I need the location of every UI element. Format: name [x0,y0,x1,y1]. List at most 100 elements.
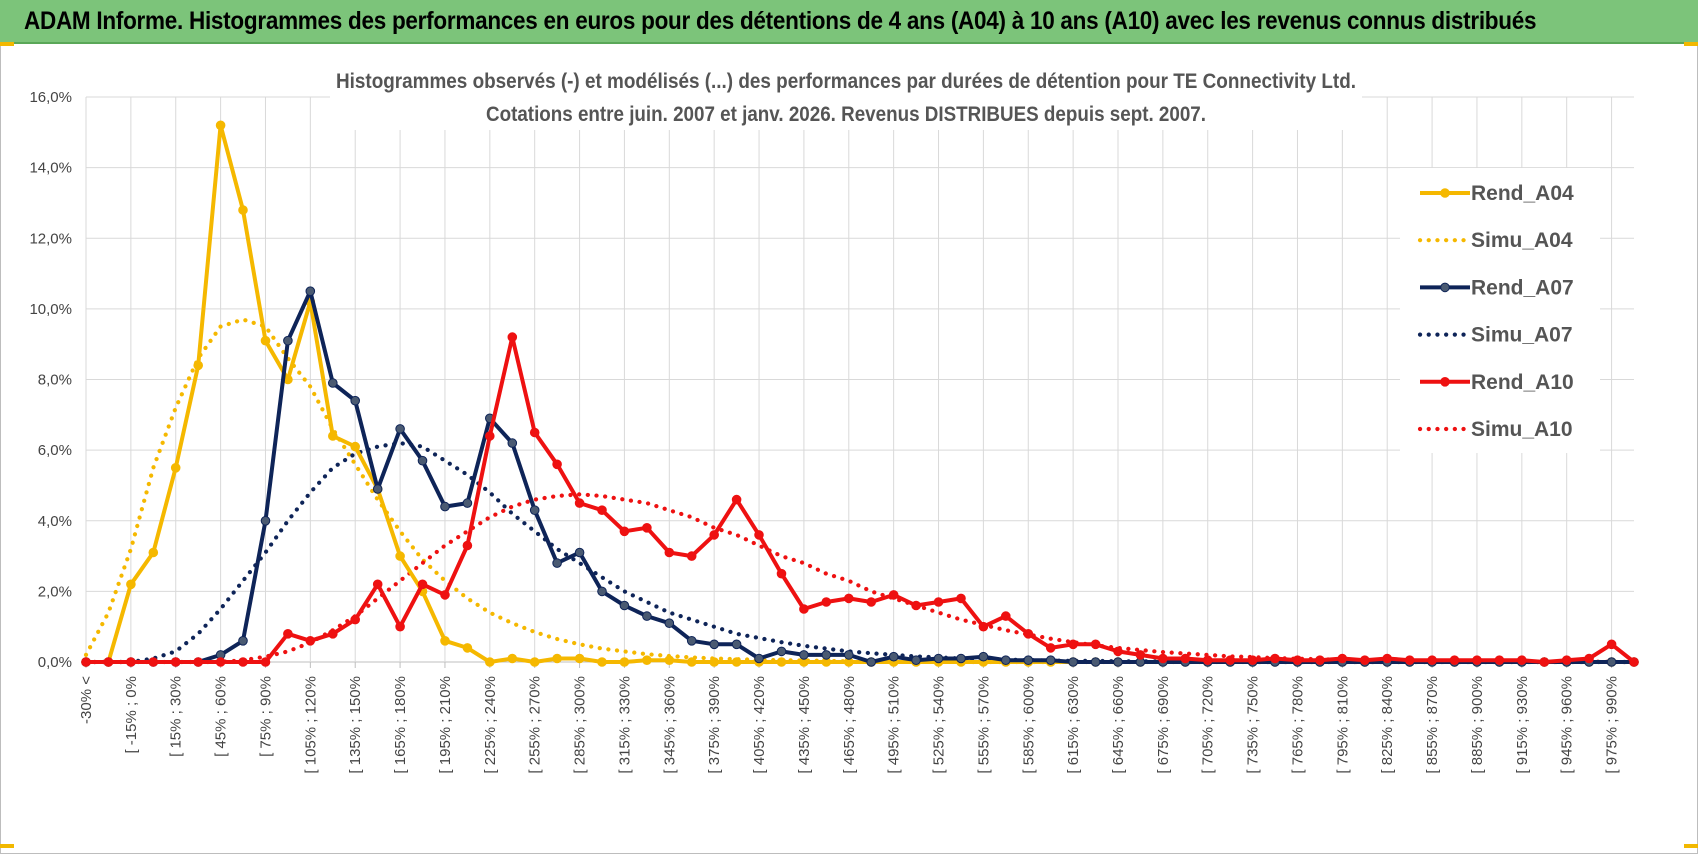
legend-item: Rend_A07 [1420,276,1574,299]
legend-label: Rend_A10 [1471,371,1574,394]
series-simu-a10 [83,492,1637,665]
legend-item: Simu_A10 [1417,418,1573,441]
data-point [574,498,585,508]
corner-mark-bottom-right [1684,844,1698,848]
x-tick-label: [ 15% ; 30% [168,676,185,757]
data-point [1068,657,1078,667]
data-point [642,611,652,621]
x-tick-label: [ 675% ; 690% [1155,676,1172,774]
series-line [86,335,1636,664]
legend-marker [1440,282,1450,293]
data-point [148,657,159,667]
series-line [83,441,1637,665]
y-tick-label: 14,0% [29,160,72,177]
data-point [462,540,473,551]
data-point [1472,655,1482,666]
data-point [1113,646,1123,657]
data-point [911,600,921,611]
legend-marker [1440,188,1450,198]
data-point [1045,643,1056,653]
data-point [642,655,652,666]
data-point [1113,657,1123,667]
legend-label: Simu_A07 [1471,324,1573,347]
data-point [395,551,405,561]
data-point [1561,655,1572,666]
data-point [754,653,764,664]
x-tick-label: [ -15% ; 0% [123,676,140,754]
y-tick-label: 4,0% [38,513,72,530]
data-point [529,505,540,516]
legend-marker [1440,377,1450,387]
legend-label: Simu_A04 [1471,229,1573,252]
legend-label: Rend_A04 [1471,182,1574,205]
data-point [238,636,248,646]
data-point [911,655,921,666]
data-point [619,600,630,611]
data-point [1045,655,1056,666]
x-tick-label: [ 105% ; 120% [302,676,319,774]
data-point [1404,655,1415,666]
x-tick-label: [ 975% ; 990% [1604,676,1621,774]
data-point [462,498,473,508]
data-point [193,360,203,371]
data-point [283,629,293,639]
data-point [350,441,361,452]
data-point [529,427,540,438]
x-tick-label: [ 225% ; 240% [482,676,499,774]
x-tick-label: [ 735% ; 750% [1245,676,1262,774]
y-tick-label: 2,0% [38,583,72,600]
data-point [170,657,181,667]
data-point [350,614,361,625]
chart-title: Histogrammes observés (-) et modélisés (… [336,70,1356,93]
x-tick-label: [ 885% ; 900% [1469,676,1486,774]
data-point [956,593,966,604]
data-point [731,657,742,667]
data-point [1517,655,1527,666]
x-tick-label: [ 165% ; 180% [392,676,409,774]
data-point [440,590,450,600]
data-point [844,593,854,604]
data-point [731,639,742,650]
data-point [350,395,361,406]
series-line [83,492,1637,665]
data-point [215,120,226,131]
data-point [170,463,181,473]
data-point [507,332,518,342]
x-tick-label: [ 135% ; 150% [347,676,364,774]
data-point [485,431,495,441]
data-point [1606,657,1617,667]
x-tick-label: [ 765% ; 780% [1289,676,1306,774]
data-point [529,657,540,667]
x-tick-label: [ 495% ; 510% [886,676,903,774]
data-point [305,636,316,646]
data-point [440,636,450,646]
data-point [417,455,428,466]
x-tick-label: [ 375% ; 390% [706,676,723,774]
x-tick-label: [ 525% ; 540% [931,676,948,774]
x-tick-label: [ 405% ; 420% [751,676,768,774]
header-banner: ADAM Informe. Histogrammes des performan… [0,0,1698,44]
x-tick-label: [ 915% ; 930% [1514,676,1531,774]
x-tick-label: [ 75% ; 90% [257,676,274,757]
data-point [754,530,764,540]
data-point [1090,657,1101,667]
y-tick-label: 16,0% [29,89,72,106]
data-point [1382,653,1392,664]
data-point [664,655,675,666]
data-point [597,505,607,516]
data-point [215,657,226,667]
chart-title-background [330,64,1362,130]
legend-item: Simu_A04 [1417,229,1573,252]
x-tick-label: -30% < [78,676,95,724]
data-point [260,657,271,667]
series-layer [81,120,1639,667]
y-tick-label: 6,0% [38,442,72,459]
data-point [686,636,697,646]
y-tick-label: 8,0% [38,372,72,389]
data-point [507,653,518,664]
legend-background [1400,168,1600,453]
data-point [686,657,697,667]
x-tick-label: [ 585% ; 600% [1020,676,1037,774]
data-point [81,657,91,667]
